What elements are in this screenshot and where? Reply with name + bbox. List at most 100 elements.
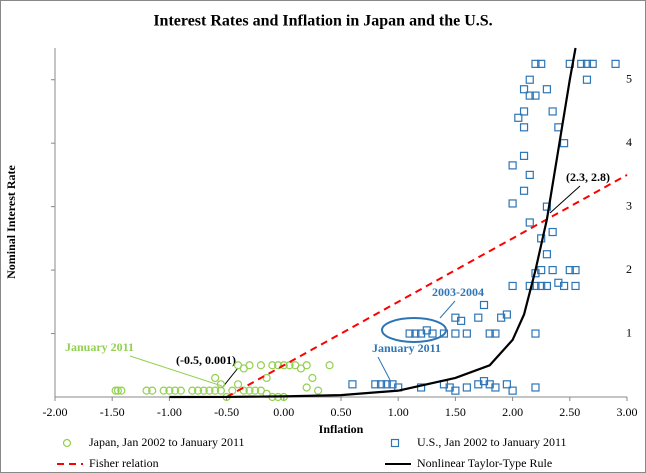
point (165, 386, 174, 395)
point (216, 386, 225, 395)
annotation: 2003-2004 (432, 285, 484, 299)
point (525, 170, 534, 180)
point (531, 59, 540, 68)
point (525, 75, 534, 84)
y-tick-label: 5 (626, 71, 632, 85)
point (245, 386, 254, 395)
annotation-arrow (377, 356, 391, 381)
x-tick-label: 0.00 (273, 405, 294, 419)
line (226, 174, 628, 398)
point (525, 91, 534, 100)
point (582, 75, 592, 84)
point (314, 386, 323, 395)
point (211, 373, 220, 383)
annotation: January 2011 (65, 340, 134, 354)
point (519, 186, 529, 195)
point (514, 113, 523, 122)
point (519, 107, 529, 116)
point (245, 361, 254, 370)
annotation-arrow (129, 355, 223, 387)
point (508, 199, 517, 208)
point (554, 278, 563, 287)
point (113, 386, 123, 395)
point (611, 59, 620, 68)
x-tick-label: 2.00 (502, 405, 523, 419)
point (519, 85, 529, 94)
point (565, 265, 574, 275)
point (302, 361, 311, 370)
point (348, 380, 357, 389)
point (171, 386, 180, 395)
point (491, 329, 500, 338)
y-tick-label: 3 (626, 198, 632, 212)
point (382, 380, 391, 389)
point (251, 386, 260, 395)
point (531, 383, 540, 392)
point (571, 281, 580, 291)
chart-title: Interest Rates and Inflation in Japan an… (153, 13, 492, 30)
point (216, 380, 225, 389)
point (268, 361, 277, 370)
legend-label: Fisher relation (89, 456, 159, 470)
point (376, 380, 386, 389)
point (502, 310, 511, 319)
point (405, 329, 414, 338)
point (199, 386, 208, 395)
point (188, 386, 197, 395)
point (479, 300, 489, 310)
point (548, 265, 557, 275)
point (508, 281, 517, 291)
point (256, 361, 266, 370)
x-tick-label: -0.50 (214, 405, 239, 419)
point (537, 281, 546, 291)
x-tick-label: -2.00 (43, 405, 68, 419)
point (439, 329, 449, 338)
point (233, 380, 243, 389)
point (302, 383, 311, 392)
point (531, 91, 540, 100)
x-tick-label: 2.50 (559, 405, 580, 419)
y-tick-label: 2 (626, 262, 632, 276)
point (279, 361, 288, 370)
point (262, 373, 271, 383)
annotation: January 2011 (372, 341, 441, 355)
point (308, 373, 317, 383)
point (531, 329, 540, 338)
point (577, 59, 586, 68)
point (502, 380, 511, 389)
point (428, 329, 437, 338)
point (416, 383, 426, 392)
y-axis-label: Nominal Interest Rate (4, 164, 18, 278)
point (193, 386, 203, 395)
point (325, 361, 334, 370)
point (519, 151, 529, 160)
point (542, 85, 552, 94)
point (525, 218, 534, 227)
point (548, 107, 557, 116)
point (485, 329, 494, 338)
legend-label: Japan, Jan 2002 to January 2011 (89, 435, 245, 449)
x-axis-label: Inflation (319, 422, 364, 436)
annotation: (2.3, 2.8) (566, 170, 610, 184)
annotation-arrow (439, 300, 456, 319)
point (117, 386, 126, 395)
point (451, 329, 460, 338)
x-tick-label: 1.50 (445, 405, 466, 419)
point (142, 386, 151, 395)
point (451, 386, 460, 395)
point (582, 59, 592, 68)
point (542, 202, 552, 211)
legend-label: Nonlinear Taylor-Type Rule (417, 456, 552, 470)
x-tick-label: 0.50 (331, 405, 352, 419)
point (205, 386, 214, 395)
point (239, 386, 248, 395)
x-tick-label: -1.50 (100, 405, 125, 419)
y-tick-label: 1 (626, 325, 632, 339)
point (273, 361, 283, 370)
legend-swatch (62, 438, 72, 448)
point (457, 316, 466, 325)
x-tick-label: -1.00 (157, 405, 182, 419)
point (462, 329, 471, 338)
point (537, 59, 546, 68)
